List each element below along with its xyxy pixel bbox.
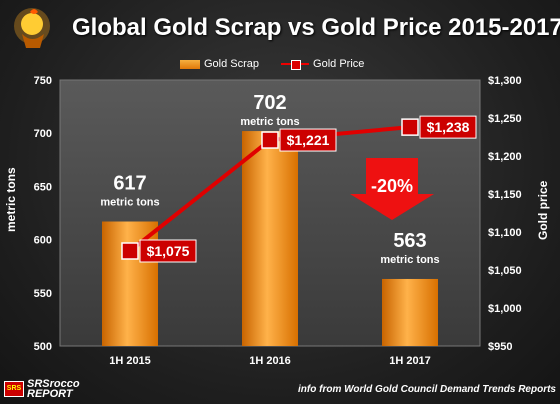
legend-label-gold-price: Gold Price [313,58,365,70]
gold-price-label: $1,221 [287,132,330,148]
x-tick-label: 1H 2016 [249,355,291,367]
y-tick-label: 750 [34,75,52,87]
gold-pour-logo-icon [8,4,60,54]
y-tick-label: 650 [34,181,52,193]
bar-value-label: 563 [393,230,426,252]
legend-bar-swatch [180,59,200,69]
y-tick-label: 550 [34,288,52,300]
logo-text-bottom: REPORT [27,388,73,400]
bar-gold-scrap [242,131,298,346]
legend-line-swatch [281,59,310,70]
bar-unit-label: metric tons [380,254,439,266]
y2-tick-label: $1,050 [488,265,522,277]
gold-price-marker [401,118,419,136]
legend-label-gold-scrap: Gold Scrap [204,58,260,70]
bar-value-label: 702 [253,92,286,114]
x-tick-label: 1H 2017 [389,355,431,367]
y-tick-label: 500 [34,341,52,353]
legend-item-gold-price: Gold Price [281,58,364,70]
bar-unit-label: metric tons [100,197,159,209]
srsrocco-logo: SRS SRSrocco REPORT [4,378,104,400]
chart-title: Global Gold Scrap vs Gold Price 2015-201… [72,14,560,41]
gold-price-label-box [279,128,337,152]
gold-price-label-box [419,115,477,139]
bar-value-label: 617 [113,173,146,195]
gold-price-marker [121,242,139,260]
srsrocco-logo-mark: SRS [4,381,24,397]
source-note: info from World Gold Council Demand Tren… [298,384,556,395]
bar-gold-scrap [382,278,438,346]
y2-tick-label: $1,200 [488,151,522,163]
y2-tick-label: $1,250 [488,113,522,125]
gold-price-label: $1,238 [427,119,470,135]
decline-percent-label: -20% [371,176,413,196]
x-tick-label: 1H 2015 [109,355,151,367]
y-tick-label: 600 [34,235,52,247]
srsrocco-logo-text: SRSrocco REPORT [27,378,80,400]
y2-tick-label: $950 [488,341,512,353]
y-tick-label: 700 [34,128,52,140]
gold-price-marker [261,131,279,149]
gold-price-label: $1,075 [147,243,190,259]
y2-tick-label: $1,000 [488,303,522,315]
decline-arrow-icon [350,158,434,220]
logo-text-top: SRSrocco [27,378,80,390]
chart-legend: Gold Scrap Gold Price [180,56,364,72]
legend-item-gold-scrap: Gold Scrap [180,58,259,70]
bar-unit-label: metric tons [240,116,299,128]
y2-tick-label: $1,300 [488,75,522,87]
gold-price-label-box [139,239,197,263]
y2-tick-label: $1,150 [488,189,522,201]
y2-tick-label: $1,100 [488,227,522,239]
